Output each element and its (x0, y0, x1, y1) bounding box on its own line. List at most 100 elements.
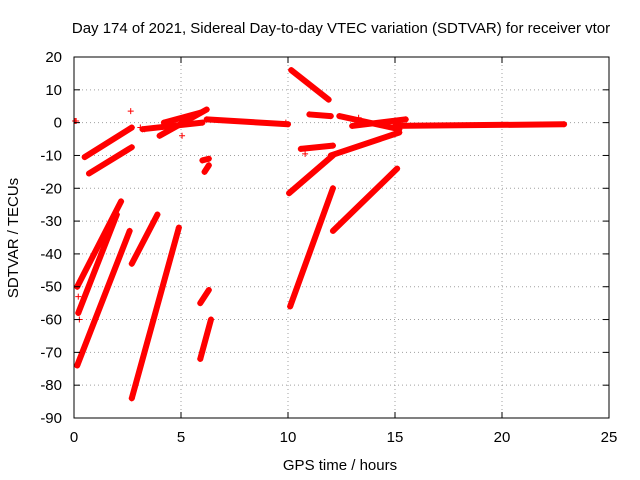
y-tick-label: 0 (54, 115, 62, 132)
data-point (199, 157, 206, 164)
data-point (156, 132, 163, 139)
data-point (197, 300, 204, 307)
data-point (81, 154, 88, 161)
data-point (128, 260, 135, 267)
data-point (329, 185, 336, 192)
y-tick-label: -70 (40, 344, 62, 361)
y-tick-label: 20 (45, 49, 62, 66)
data-point (154, 211, 161, 218)
data-trace (327, 129, 403, 159)
data-point (205, 155, 212, 162)
y-tick-label: -60 (40, 312, 62, 329)
data-point (197, 355, 204, 362)
data-point (327, 152, 334, 159)
x-tick-label: 5 (177, 429, 185, 446)
data-trace (286, 152, 336, 197)
data-point (207, 316, 214, 323)
data-point (179, 132, 186, 139)
data-point (392, 122, 398, 129)
data-trace (201, 162, 212, 175)
data-point (355, 114, 362, 121)
data-point (137, 124, 144, 131)
chart-title: Day 174 of 2021, Sidereal Day-to-day VTE… (72, 20, 610, 37)
data-point (282, 119, 289, 126)
data-point (205, 287, 212, 294)
data-point (141, 126, 148, 133)
data-point (329, 142, 336, 149)
plot-frame (73, 56, 610, 419)
data-trace (81, 124, 135, 161)
data-trace (392, 121, 568, 129)
x-axis-label: GPS time / hours (283, 457, 397, 474)
data-point (288, 67, 295, 74)
data-point (85, 170, 92, 177)
data-marks (72, 67, 568, 402)
data-point (128, 124, 135, 131)
y-tick-label: -40 (40, 246, 62, 263)
data-point (349, 122, 356, 129)
y-tick-labels: -90 -80 -70 -60 -50 -40 -30 -20 -10 0 10 20 (40, 49, 62, 427)
y-tick-label: -50 (40, 279, 62, 296)
data-trace (75, 211, 120, 316)
data-point (199, 119, 206, 126)
data-trace (349, 116, 409, 129)
data-point (113, 211, 120, 218)
x-tick-label: 25 (601, 429, 618, 446)
gridlines (74, 57, 609, 418)
data-trace (160, 109, 204, 126)
data-trace (128, 224, 182, 402)
y-tick-label: -10 (40, 147, 62, 164)
x-tick-label: 20 (494, 429, 511, 446)
data-point (126, 227, 133, 234)
data-point (128, 395, 135, 402)
axis-ticks (73, 56, 610, 419)
data-trace (329, 165, 401, 234)
data-trace (297, 142, 336, 152)
data-point (286, 190, 293, 197)
data-point (287, 303, 294, 310)
y-tick-label: -80 (40, 377, 62, 394)
x-tick-labels: 0 5 10 15 20 25 (70, 429, 618, 446)
y-tick-label: -90 (40, 410, 62, 427)
data-trace (197, 287, 212, 307)
data-point (402, 116, 409, 123)
data-point (336, 113, 343, 120)
data-point (203, 116, 210, 123)
data-point (75, 309, 82, 316)
data-point (75, 293, 82, 300)
data-point (197, 109, 204, 116)
data-point (297, 145, 304, 152)
x-tick-label: 0 (70, 429, 78, 446)
data-point (201, 168, 208, 175)
y-tick-label: 10 (45, 82, 62, 99)
data-point (175, 224, 182, 231)
data-point (205, 162, 212, 169)
data-point (127, 108, 134, 115)
data-point (203, 106, 210, 113)
data-point (128, 144, 135, 151)
data-point (561, 121, 568, 128)
data-trace (128, 211, 161, 267)
data-point (394, 165, 401, 172)
data-trace (85, 144, 135, 177)
y-tick-label: -30 (40, 213, 62, 230)
data-point (325, 96, 332, 103)
data-trace (288, 67, 332, 103)
data-trace (306, 111, 334, 120)
data-trace (197, 316, 214, 362)
y-tick-label: -20 (40, 180, 62, 197)
data-point (302, 150, 309, 157)
data-point (160, 119, 167, 126)
data-trace (287, 185, 336, 310)
x-tick-label: 10 (280, 429, 297, 446)
data-point (327, 113, 334, 120)
data-trace (203, 116, 291, 128)
y-axis-label: SDTVAR / TECUs (5, 178, 22, 298)
data-trace (74, 227, 133, 369)
x-tick-label: 15 (387, 429, 404, 446)
data-point (118, 198, 125, 205)
data-point (74, 362, 81, 369)
data-point (306, 111, 313, 118)
data-point (329, 227, 336, 234)
